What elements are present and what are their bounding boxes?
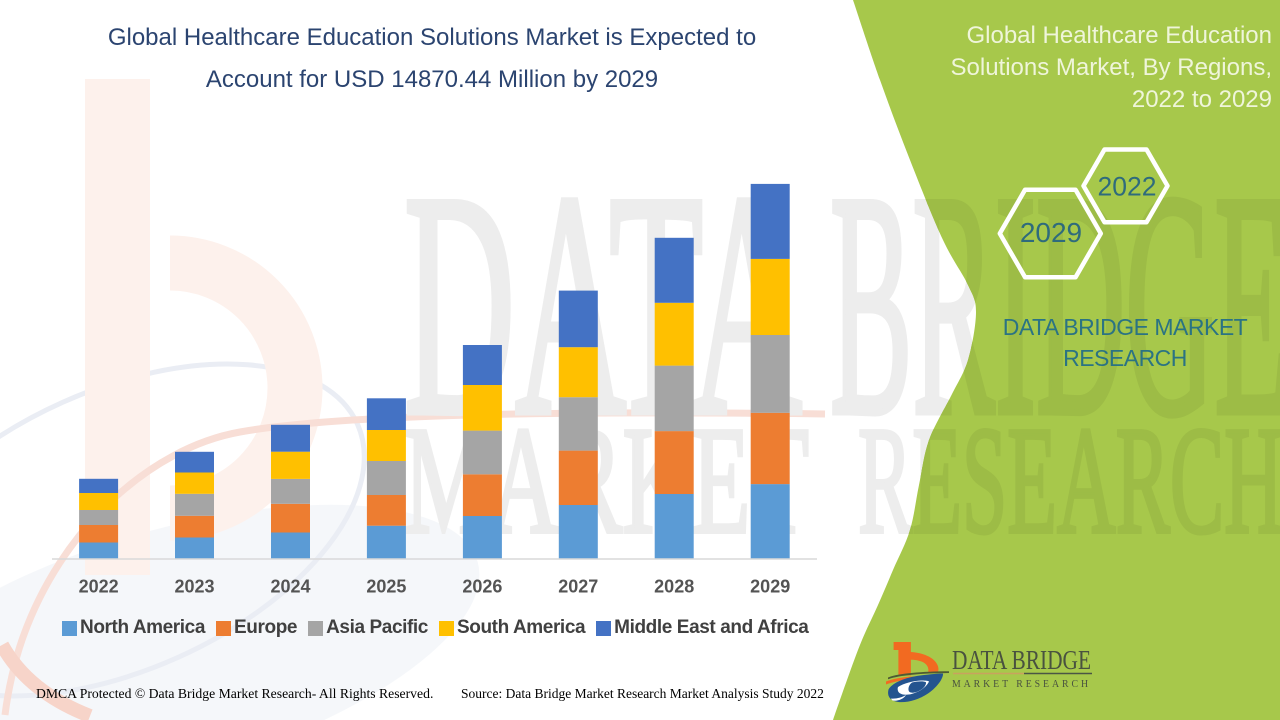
svg-text:2023: 2023 (174, 577, 214, 597)
svg-text:DATA BRIDGE: DATA BRIDGE (952, 645, 1091, 675)
svg-text:2025: 2025 (366, 577, 406, 597)
svg-text:2027: 2027 (558, 577, 598, 597)
svg-text:2024: 2024 (270, 577, 310, 597)
svg-text:2022: 2022 (1098, 172, 1157, 202)
svg-text:2029: 2029 (750, 577, 790, 597)
svg-text:MARKET RESEARCH: MARKET RESEARCH (952, 679, 1091, 690)
svg-text:2028: 2028 (654, 577, 694, 597)
svg-text:2026: 2026 (462, 577, 502, 597)
svg-text:2022: 2022 (79, 577, 119, 597)
svg-text:2029: 2029 (1020, 217, 1082, 248)
